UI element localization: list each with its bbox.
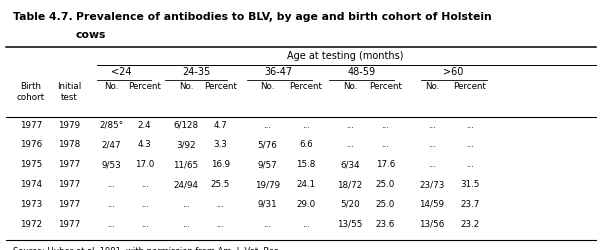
Text: 9/53: 9/53 xyxy=(101,160,121,168)
Text: ...: ... xyxy=(466,140,474,149)
Text: Age at testing (months): Age at testing (months) xyxy=(287,51,403,61)
Text: 1972: 1972 xyxy=(20,219,42,228)
Text: 1976: 1976 xyxy=(20,140,42,149)
Text: No.: No. xyxy=(343,82,357,90)
Text: Birth
cohort: Birth cohort xyxy=(17,82,45,101)
Text: 23/73: 23/73 xyxy=(419,179,445,188)
Text: 1979: 1979 xyxy=(58,120,80,129)
Text: ...: ... xyxy=(302,219,309,228)
Text: <24: <24 xyxy=(111,67,131,77)
Text: 3/92: 3/92 xyxy=(176,140,196,149)
Text: ...: ... xyxy=(264,120,272,129)
Text: ...: ... xyxy=(466,160,474,168)
Text: ...: ... xyxy=(428,160,436,168)
Text: 6.6: 6.6 xyxy=(299,140,312,149)
Text: Source: Huber et al. 1981, with permission from Am. J. Vet. Res.: Source: Huber et al. 1981, with permissi… xyxy=(13,246,281,250)
Text: ...: ... xyxy=(382,120,389,129)
Text: 4.3: 4.3 xyxy=(138,140,152,149)
Text: 19/79: 19/79 xyxy=(255,179,280,188)
Text: 16.9: 16.9 xyxy=(211,160,230,168)
Text: 3.3: 3.3 xyxy=(213,140,227,149)
Text: No.: No. xyxy=(260,82,275,90)
Text: ...: ... xyxy=(182,199,190,208)
Text: ...: ... xyxy=(346,140,354,149)
Text: 11/65: 11/65 xyxy=(173,160,199,168)
Text: ...: ... xyxy=(141,219,149,228)
Text: 25.0: 25.0 xyxy=(376,179,395,188)
Text: Prevalence of antibodies to BLV, by age and birth cohort of Holstein: Prevalence of antibodies to BLV, by age … xyxy=(76,12,491,22)
Text: 2/85°: 2/85° xyxy=(99,120,123,129)
Text: 15.8: 15.8 xyxy=(296,160,315,168)
Text: ...: ... xyxy=(428,120,436,129)
Text: 23.6: 23.6 xyxy=(376,219,395,228)
Text: ...: ... xyxy=(141,199,149,208)
Text: 1977: 1977 xyxy=(58,160,80,168)
Text: 48-59: 48-59 xyxy=(347,67,375,77)
Text: Table 4.7.: Table 4.7. xyxy=(13,12,73,22)
Text: Percent: Percent xyxy=(128,82,161,90)
Text: ...: ... xyxy=(216,199,224,208)
Text: Percent: Percent xyxy=(203,82,237,90)
Text: 31.5: 31.5 xyxy=(460,179,479,188)
Text: 25.5: 25.5 xyxy=(211,179,230,188)
Text: 14/59: 14/59 xyxy=(420,199,444,208)
Text: ...: ... xyxy=(107,179,115,188)
Text: 1974: 1974 xyxy=(20,179,42,188)
Text: 9/31: 9/31 xyxy=(258,199,277,208)
Text: 5/76: 5/76 xyxy=(258,140,278,149)
Text: 1973: 1973 xyxy=(20,199,42,208)
Text: 24-35: 24-35 xyxy=(182,67,210,77)
Text: Percent: Percent xyxy=(369,82,402,90)
Text: >60: >60 xyxy=(443,67,464,77)
Text: 18/72: 18/72 xyxy=(337,179,362,188)
Text: 13/55: 13/55 xyxy=(337,219,362,228)
Text: 17.6: 17.6 xyxy=(376,160,395,168)
Text: 1977: 1977 xyxy=(58,179,80,188)
Text: ...: ... xyxy=(382,140,389,149)
Text: ...: ... xyxy=(141,179,149,188)
Text: 9/57: 9/57 xyxy=(258,160,278,168)
Text: No.: No. xyxy=(104,82,118,90)
Text: ...: ... xyxy=(428,140,436,149)
Text: 6/34: 6/34 xyxy=(340,160,360,168)
Text: 1977: 1977 xyxy=(20,120,42,129)
Text: 23.7: 23.7 xyxy=(460,199,479,208)
Text: 1975: 1975 xyxy=(20,160,42,168)
Text: 6/128: 6/128 xyxy=(173,120,199,129)
Text: ...: ... xyxy=(182,219,190,228)
Text: ...: ... xyxy=(302,120,309,129)
Text: No.: No. xyxy=(179,82,193,90)
Text: 1977: 1977 xyxy=(58,199,80,208)
Text: 29.0: 29.0 xyxy=(296,199,315,208)
Text: Initial
test: Initial test xyxy=(57,82,81,101)
Text: Percent: Percent xyxy=(453,82,486,90)
Text: 25.0: 25.0 xyxy=(376,199,395,208)
Text: 5/20: 5/20 xyxy=(340,199,360,208)
Text: ...: ... xyxy=(107,219,115,228)
Text: ...: ... xyxy=(107,199,115,208)
Text: 23.2: 23.2 xyxy=(460,219,479,228)
Text: ...: ... xyxy=(346,120,354,129)
Text: No.: No. xyxy=(425,82,439,90)
Text: Percent: Percent xyxy=(290,82,322,90)
Text: 1978: 1978 xyxy=(58,140,80,149)
Text: 1977: 1977 xyxy=(58,219,80,228)
Text: 17.0: 17.0 xyxy=(135,160,154,168)
Text: 2/47: 2/47 xyxy=(101,140,121,149)
Text: 24/94: 24/94 xyxy=(173,179,199,188)
Text: ...: ... xyxy=(216,219,224,228)
Text: ...: ... xyxy=(264,219,272,228)
Text: ...: ... xyxy=(466,120,474,129)
Text: cows: cows xyxy=(76,30,106,40)
Text: 24.1: 24.1 xyxy=(296,179,315,188)
Text: 4.7: 4.7 xyxy=(213,120,227,129)
Text: 13/56: 13/56 xyxy=(420,219,445,228)
Text: 2.4: 2.4 xyxy=(138,120,152,129)
Text: 36-47: 36-47 xyxy=(264,67,293,77)
